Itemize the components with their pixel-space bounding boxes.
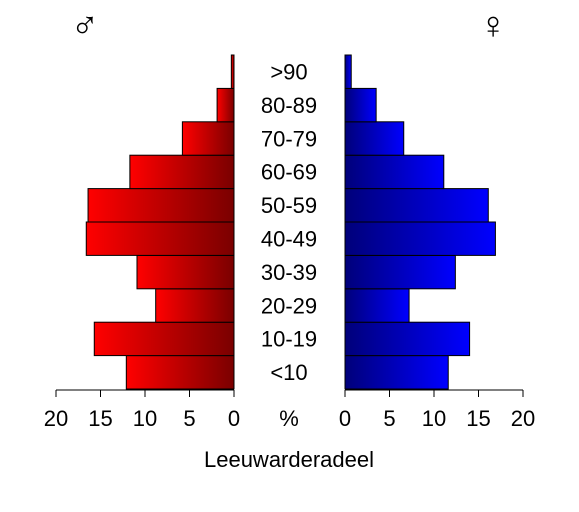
bar — [344, 254, 456, 290]
x-tick-label: 20 — [44, 406, 68, 431]
category-label: <10 — [270, 360, 307, 385]
bar — [125, 355, 235, 390]
bar — [344, 154, 445, 190]
x-tick-label: 10 — [133, 406, 157, 431]
x-tick-label: 20 — [511, 406, 535, 431]
chart-title: Leeuwarderadeel — [204, 447, 374, 472]
x-tick-label: 15 — [88, 406, 112, 431]
x-tick-label: 10 — [422, 406, 446, 431]
bar — [155, 288, 235, 323]
bar — [87, 188, 235, 223]
bar — [344, 188, 489, 223]
x-tick-label: 5 — [383, 406, 395, 431]
bar — [344, 321, 471, 357]
bar — [344, 87, 377, 123]
category-label: 50-59 — [261, 193, 317, 218]
x-tick-label: 15 — [466, 406, 490, 431]
bar — [344, 121, 405, 156]
category-label: >90 — [270, 60, 307, 85]
x-tick-label: 5 — [183, 406, 195, 431]
category-label: 30-39 — [261, 260, 317, 285]
bar — [344, 288, 410, 323]
bar — [181, 121, 235, 156]
category-label: 70-79 — [261, 126, 317, 151]
x-tick-label: 0 — [228, 406, 240, 431]
legend-male: ♂ — [71, 5, 100, 47]
bar — [230, 54, 235, 89]
legend-female: ♀ — [479, 5, 508, 47]
bar — [136, 254, 235, 290]
bar — [216, 87, 235, 123]
bar — [344, 221, 496, 256]
category-label: 60-69 — [261, 160, 317, 185]
bar — [93, 321, 235, 357]
category-label: 10-19 — [261, 327, 317, 352]
axis-label: % — [279, 406, 299, 431]
category-label: 40-49 — [261, 227, 317, 252]
category-label: 80-89 — [261, 93, 317, 118]
bar — [344, 355, 449, 390]
x-tick-label: 0 — [339, 406, 351, 431]
category-label: 20-29 — [261, 293, 317, 318]
bar — [85, 221, 235, 256]
bar — [344, 54, 352, 89]
bar — [129, 154, 235, 190]
